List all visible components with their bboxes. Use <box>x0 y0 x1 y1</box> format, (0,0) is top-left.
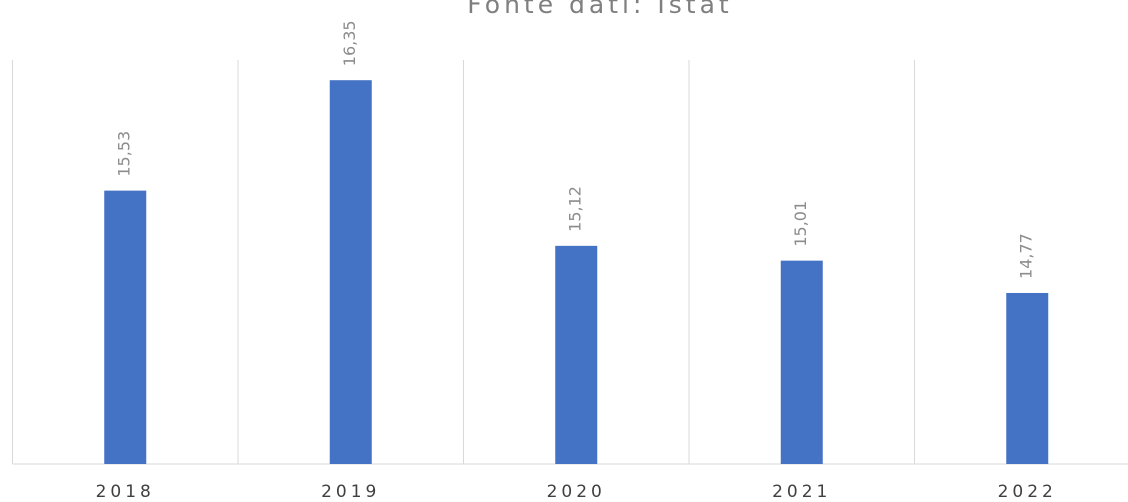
x-tick-label: 2020 <box>547 482 606 502</box>
data-label: 14,77 <box>1017 233 1036 279</box>
bar <box>780 260 823 464</box>
x-tick-label: 2018 <box>96 482 155 502</box>
x-tick-label: 2021 <box>772 482 831 502</box>
data-label: 15,01 <box>791 201 810 247</box>
data-label: 15,53 <box>115 131 134 177</box>
bar <box>329 80 372 464</box>
data-label: 15,12 <box>566 186 585 232</box>
x-tick-label: 2019 <box>321 482 380 502</box>
chart-subtitle: Fonte dati: Istat <box>467 0 732 19</box>
bar <box>104 190 147 465</box>
x-tick-label: 2022 <box>998 482 1057 502</box>
data-label: 16,35 <box>340 20 359 66</box>
bar <box>1006 292 1049 464</box>
bar <box>555 245 598 464</box>
